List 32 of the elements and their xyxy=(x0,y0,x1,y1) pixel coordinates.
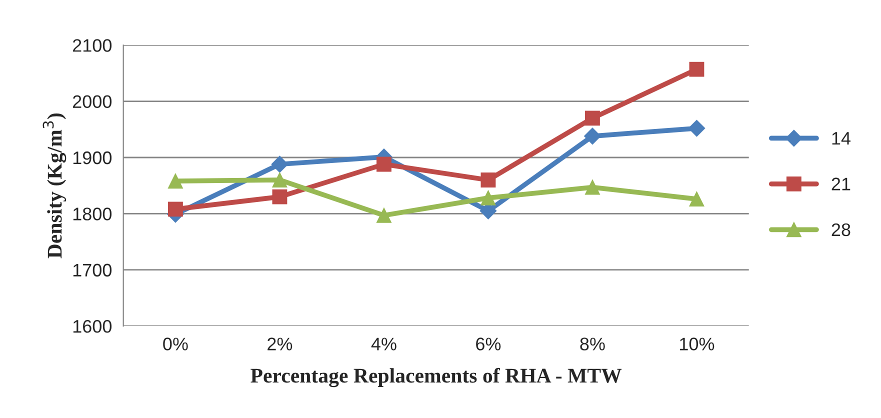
point xyxy=(376,208,392,223)
point xyxy=(272,189,288,204)
point xyxy=(480,172,496,188)
x-tick-label: 0% xyxy=(163,338,188,350)
legend-label: 28 xyxy=(832,223,850,236)
point xyxy=(376,156,392,172)
point xyxy=(480,190,496,206)
y-tick-label: 2100 xyxy=(72,39,112,52)
point xyxy=(168,174,183,189)
x-tick-label: 2% xyxy=(268,338,292,350)
legend-label: 21 xyxy=(832,178,850,190)
point xyxy=(271,156,288,173)
point xyxy=(272,172,288,188)
point xyxy=(689,192,704,207)
point xyxy=(585,180,600,195)
y-tick-label: 1800 xyxy=(73,208,112,220)
legend-label: 14 xyxy=(832,132,850,145)
x-axis-title: Percentage Replacements of RHA - MTW xyxy=(250,368,622,388)
x-tick-label: 6% xyxy=(476,338,501,350)
y-tick-label: 2000 xyxy=(72,95,112,108)
y-tick-label: 1600 xyxy=(73,320,112,333)
y-tick-label: 1700 xyxy=(73,264,112,277)
point xyxy=(689,62,704,77)
x-tick-label: 8% xyxy=(580,338,605,350)
point xyxy=(168,202,183,217)
point xyxy=(585,110,600,126)
x-tick-label: 10% xyxy=(680,338,714,350)
x-tick-label: 4% xyxy=(371,338,396,350)
y-tick-label: 1900 xyxy=(73,151,112,164)
point xyxy=(688,120,706,137)
point xyxy=(584,128,601,145)
y-axis-title: Density (Kg/m$^{3}$) xyxy=(42,114,66,258)
